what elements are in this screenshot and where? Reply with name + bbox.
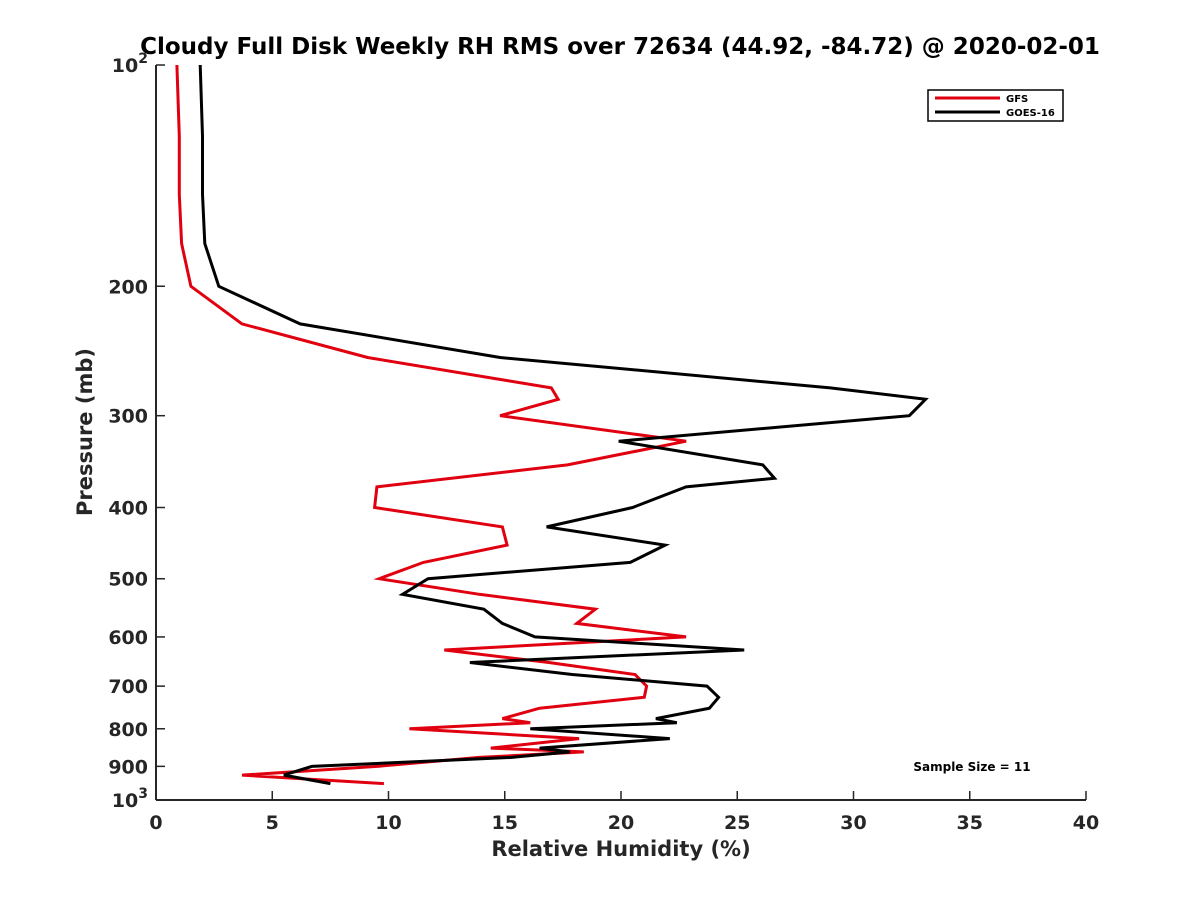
x-tick-label: 30: [840, 812, 866, 834]
series-layer: [175, 64, 929, 786]
x-tick-label: 35: [957, 812, 983, 834]
y-tick-label: 500: [108, 569, 148, 591]
series-line-goes-16: [198, 64, 929, 786]
y-tick-label: 600: [108, 627, 148, 649]
y-axis-label: Pressure (mb): [73, 348, 97, 516]
legend-box: [927, 89, 1064, 122]
x-tick-label: 5: [266, 812, 279, 834]
x-tick-label: 25: [724, 812, 750, 834]
x-tick-label: 0: [149, 812, 162, 834]
x-tick-label: 10: [375, 812, 401, 834]
y-tick-label: 400: [108, 498, 148, 520]
x-axis-label: Relative Humidity (%): [491, 837, 750, 861]
y-tick-label: 300: [108, 406, 148, 428]
y-tick-label: 200: [108, 276, 148, 298]
y-tick-label: 900: [108, 756, 148, 778]
x-tick-label: 15: [492, 812, 518, 834]
x-tick-label: 20: [608, 812, 634, 834]
x-ticks: 0 5 10 15 20 25 30 35 40: [149, 791, 1099, 834]
y-ticks: 102 200 300 400 500 600 700 800 900 103: [108, 51, 165, 812]
legend-label-gfs: GFS: [1006, 94, 1028, 105]
legend-label-goes-16: GOES-16: [1006, 108, 1055, 119]
legend: GFS GOES-16: [927, 89, 1064, 122]
series-line-gfs: [175, 64, 687, 786]
y-tick-label: 800: [108, 719, 148, 741]
sample-size-annotation: Sample Size = 11: [913, 760, 1030, 774]
y-tick-label: 700: [108, 676, 148, 698]
chart-title: Cloudy Full Disk Weekly RH RMS over 7263…: [140, 34, 1100, 60]
y-tick-label: 103: [112, 786, 148, 812]
x-tick-label: 40: [1073, 812, 1099, 834]
y-tick-label: 102: [112, 51, 148, 77]
